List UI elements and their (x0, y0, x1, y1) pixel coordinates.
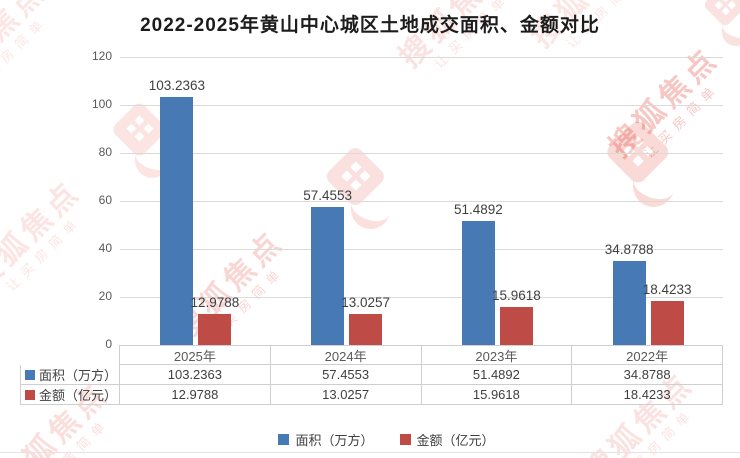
table-value-cell: 15.9618 (421, 385, 573, 405)
bar-data-label: 51.4892 (453, 202, 503, 218)
y-axis-tick-label: 40 (98, 241, 112, 255)
legend-label: 面积（万方） (295, 433, 374, 448)
y-axis-tick-label: 0 (105, 337, 112, 351)
series-swatch (25, 389, 35, 400)
series-row-header: 面积（万方） (20, 365, 120, 385)
table-value-cell: 103.2363 (120, 365, 271, 385)
watermark-brand: 搜狐焦点 (603, 41, 726, 165)
area-bar-2022年 (612, 261, 646, 345)
legend-label: 金额（亿元） (416, 433, 495, 448)
series-name: 面积（万方） (39, 368, 118, 383)
bar-data-label: 15.9618 (491, 287, 541, 303)
bottom-divider (0, 452, 740, 453)
sohu-focus-logo-icon (604, 118, 682, 214)
table-value-cell: 18.4233 (572, 385, 723, 405)
y-axis-tick-label: 60 (98, 193, 112, 207)
y-axis-tick-label: 120 (91, 49, 112, 63)
series-row-header: 金额（亿元） (20, 385, 120, 405)
y-axis-tick-label: 20 (98, 289, 112, 303)
y-axis-tick-label: 80 (98, 145, 112, 159)
amount-bar-2025年 (198, 313, 232, 345)
gridline-80 (120, 153, 723, 154)
amount-bar-2022年 (650, 300, 684, 345)
legend-item: 面积（万方） (278, 430, 374, 449)
data-table: 2025年 2024年 2023年 2022年面积（万方） 103.2363 57.455… (20, 345, 723, 405)
gridline-120 (120, 57, 723, 58)
bar-data-label: 57.4553 (303, 188, 353, 204)
table-corner-cell (20, 345, 120, 365)
area-bar-2025年 (160, 97, 194, 345)
table-value-cell: 34.8788 (572, 365, 723, 385)
amount-bar-2024年 (349, 313, 383, 345)
legend-swatch (399, 434, 411, 445)
gridline-40 (120, 249, 723, 250)
bar-data-label: 18.4233 (642, 281, 692, 297)
chart-title: 2022-2025年黄山中心城区土地成交面积、金额对比 (140, 15, 600, 36)
legend-swatch (278, 434, 290, 445)
area-bar-2024年 (311, 207, 345, 345)
gridline-100 (120, 105, 723, 106)
gridline-20 (120, 297, 723, 298)
table-value-cell: 12.9788 (120, 385, 271, 405)
table-value-cell: 13.0257 (270, 385, 422, 405)
sohu-focus-watermark-text: 搜狐焦点让买房简单 (603, 42, 737, 176)
bar-data-label: 103.2363 (148, 78, 206, 94)
bar-data-label: 12.9788 (190, 294, 240, 310)
watermark-slogan: 让买房简单 (641, 79, 723, 162)
series-name: 金额（亿元） (39, 388, 118, 403)
category-header-2023年: 2023年 (421, 345, 573, 365)
amount-bar-2023年 (499, 306, 533, 345)
category-header-2025年: 2025年 (120, 345, 271, 365)
category-header-2024年: 2024年 (270, 345, 422, 365)
area-bar-2023年 (461, 221, 495, 345)
y-axis-tick-label: 100 (91, 97, 112, 111)
legend: 面积（万方） 金额（亿元） (50, 430, 723, 449)
table-value-cell: 51.4892 (421, 365, 573, 385)
gridline-60 (120, 201, 723, 202)
bar-data-label: 13.0257 (341, 294, 391, 310)
table-value-cell: 57.4553 (270, 365, 422, 385)
legend-item: 金额（亿元） (399, 430, 495, 449)
category-header-2022年: 2022年 (572, 345, 723, 365)
bar-data-label: 34.8788 (604, 242, 654, 258)
series-swatch (25, 369, 35, 380)
